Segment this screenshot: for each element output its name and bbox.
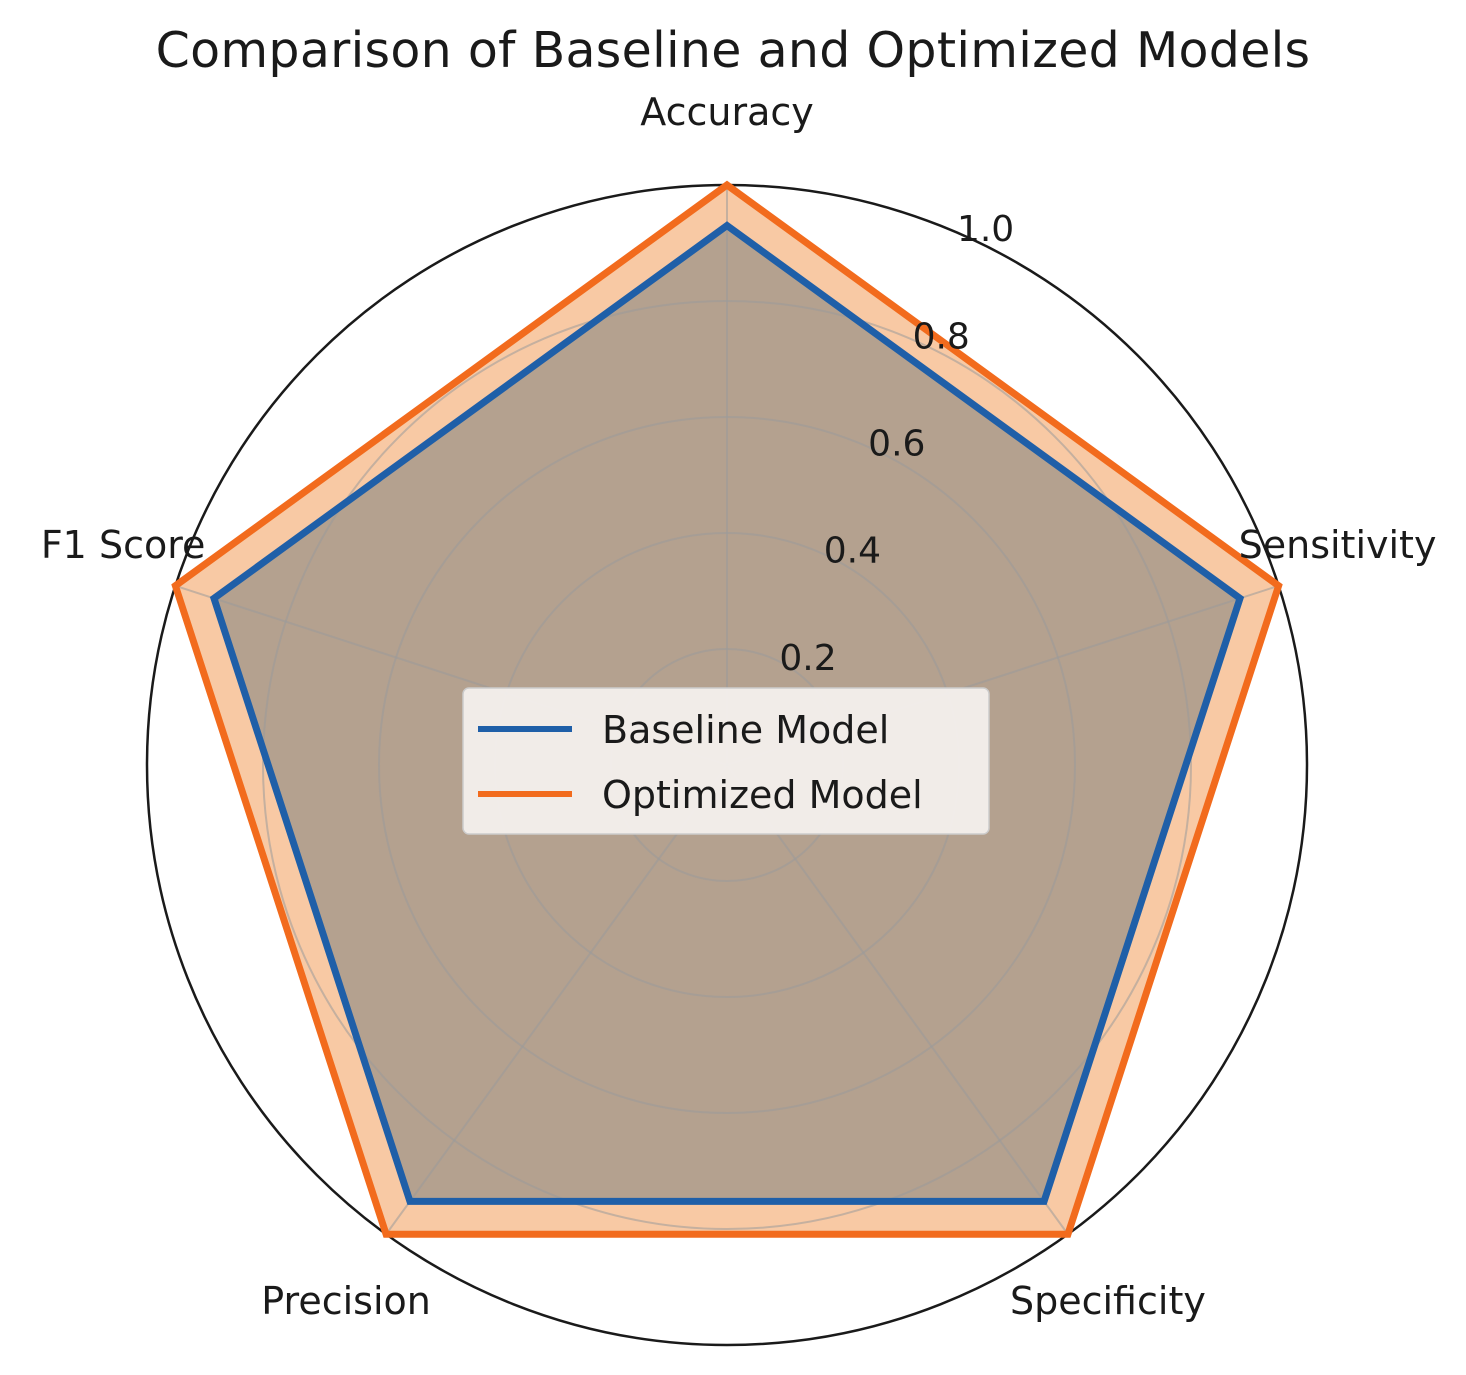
chart-title: Comparison of Baseline and Optimized Mod… [155, 22, 1311, 79]
tick-labels: 0.2 0.4 0.6 0.8 1.0 [779, 209, 1014, 679]
r-tick-label-0: 0.2 [779, 638, 836, 679]
axis-label-f1-score: F1 Score [41, 523, 206, 567]
r-tick-label-4: 1.0 [957, 209, 1014, 250]
legend-label-baseline: Baseline Model [602, 708, 889, 752]
r-tick-label-3: 0.8 [913, 316, 970, 357]
spoke-overlay-3 [385, 764, 728, 1235]
series-line-0 [209, 221, 1245, 1205]
axis-label-accuracy: Accuracy [640, 90, 814, 134]
legend-label-optimized: Optimized Model [602, 773, 923, 817]
axis-label-precision: Precision [261, 1279, 431, 1323]
legend-box [462, 687, 990, 835]
axis-label-sensitivity: Sensitivity [1239, 523, 1437, 567]
axis-label-specificity: Specificity [1010, 1279, 1206, 1323]
r-tick-label-2: 0.6 [868, 423, 925, 464]
spoke-overlay-2 [726, 764, 1069, 1235]
axis-labels: Accuracy Sensitivity Specificity Precision F… [41, 90, 1437, 1323]
legend: Baseline Model Optimized Model [462, 687, 990, 835]
series-line-1 [171, 180, 1283, 1238]
r-tick-label-1: 0.4 [824, 531, 881, 572]
